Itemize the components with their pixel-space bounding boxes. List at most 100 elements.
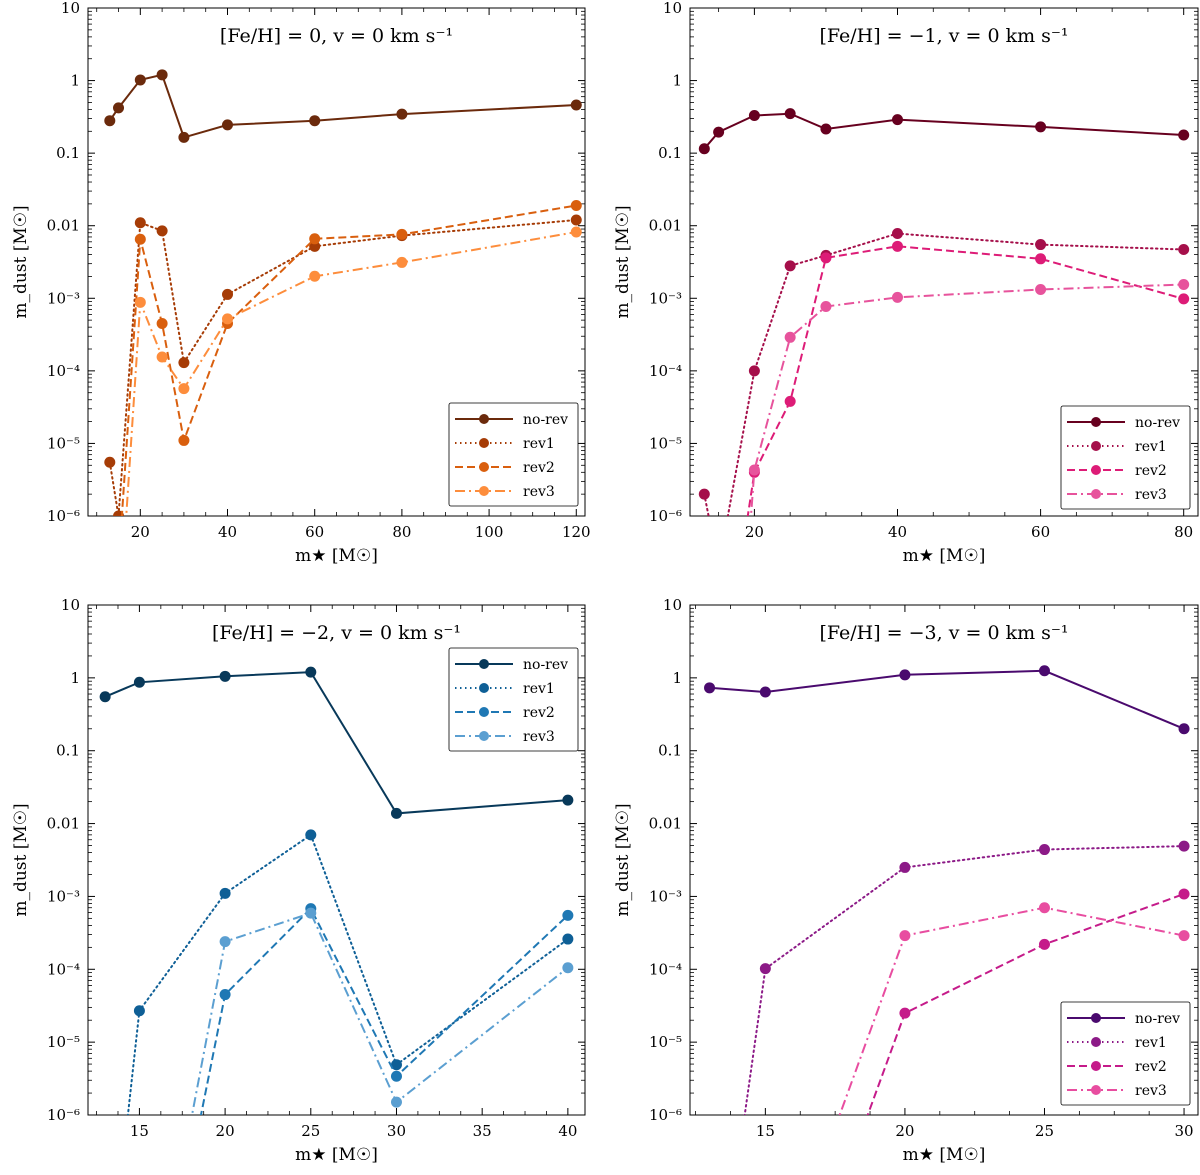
data-point-no-rev <box>134 74 146 86</box>
panel-fe-h-minus-2: 10⁻⁶ 10⁻⁵ 10⁻⁴ 10⁻³ 0.01 0.1 1 10 15 20 25 30 35 40 m★… <box>11 596 586 1165</box>
y-tick-label: 10⁻⁶ <box>47 507 80 525</box>
data-point-rev3 <box>219 936 231 948</box>
series-line-rev1 <box>703 232 1185 516</box>
data-point-rev3 <box>178 383 190 395</box>
legend-label: rev3 <box>1135 487 1167 503</box>
x-tick-label: 35 <box>473 1122 492 1140</box>
data-point-rev1 <box>134 217 146 229</box>
x-tick-label: 25 <box>1035 1122 1054 1140</box>
y-tick-label: 10⁻⁴ <box>649 960 682 978</box>
data-point-no-rev <box>713 126 725 138</box>
data-point-rev2 <box>891 240 903 252</box>
legend-marker-rev3 <box>1091 1085 1101 1095</box>
y-axis-label: m_dust [M☉] <box>11 803 31 916</box>
x-tick-label: 20 <box>216 1122 235 1140</box>
legend-box <box>448 402 579 507</box>
x-tick-label: 30 <box>1174 1122 1193 1140</box>
data-point-no-rev <box>99 691 111 703</box>
legend-label: no-rev <box>1135 415 1180 431</box>
legend-label: rev2 <box>523 460 555 476</box>
legend-label: rev1 <box>1135 439 1167 455</box>
y-tick-label: 10⁻⁵ <box>649 1033 682 1051</box>
x-tick-label: 40 <box>558 1122 577 1140</box>
x-tick-label: 30 <box>387 1122 406 1140</box>
legend-marker-rev2 <box>479 707 489 717</box>
series-line-no-rev <box>104 671 568 815</box>
x-axis-label: m★ [M☉] <box>903 546 986 566</box>
panel-fe-h-0: 10⁻⁶ 10⁻⁵ 10⁻⁴ 10⁻³ 0.01 0.1 1 10 20 40 60 80 100 120… <box>11 0 591 566</box>
data-point-rev3 <box>1038 902 1050 914</box>
data-point-rev3 <box>1178 278 1190 290</box>
data-point-no-rev <box>1178 129 1190 141</box>
x-tick-label: 120 <box>562 523 591 541</box>
data-point-rev2 <box>562 909 574 921</box>
panel-fe-h-minus-3: 10⁻⁶ 10⁻⁵ 10⁻⁴ 10⁻³ 0.01 0.1 1 10 15 20 25 30 m★ [M☉… <box>613 596 1199 1165</box>
data-point-rev1 <box>222 288 234 300</box>
data-point-rev3 <box>305 907 317 919</box>
x-tick-label: 25 <box>301 1122 320 1140</box>
legend: no-rev rev1 rev2 rev3 <box>1060 1001 1191 1106</box>
data-point-rev1 <box>133 1005 145 1017</box>
x-tick-label: 80 <box>392 523 411 541</box>
legend-marker-rev1 <box>479 683 489 693</box>
data-point-rev1 <box>305 829 317 841</box>
x-tick-label: 20 <box>745 523 764 541</box>
data-point-rev2 <box>820 252 832 264</box>
y-tick-label: 10⁻⁶ <box>649 1106 682 1124</box>
y-tick-label: 10 <box>61 596 80 614</box>
data-point-no-rev <box>570 99 582 111</box>
legend-box <box>1060 405 1191 510</box>
data-point-rev2 <box>784 395 796 407</box>
data-point-rev3 <box>309 270 321 282</box>
data-point-rev3 <box>1178 930 1190 942</box>
x-axis-label: m★ [M☉] <box>903 1145 986 1165</box>
series-line-rev2 <box>199 906 569 1115</box>
panel-title: [Fe/H] = −2, v = 0 km s⁻¹ <box>212 622 461 644</box>
data-point-no-rev <box>1038 665 1050 677</box>
data-point-rev1 <box>891 228 903 240</box>
data-point-rev2 <box>570 199 582 211</box>
legend-marker-rev1 <box>479 438 489 448</box>
legend-label: rev1 <box>1135 1035 1167 1051</box>
data-point-rev1 <box>570 214 582 226</box>
x-tick-label: 15 <box>130 1122 149 1140</box>
y-tick-label: 0.01 <box>649 815 682 833</box>
y-tick-label: 10⁻³ <box>649 289 682 307</box>
data-point-rev3 <box>396 256 408 268</box>
data-point-rev1 <box>1178 840 1190 852</box>
y-tick-label: 1 <box>70 72 80 90</box>
data-point-rev3 <box>390 1096 402 1108</box>
legend-marker-rev2 <box>479 462 489 472</box>
data-point-rev2 <box>219 989 231 1001</box>
series-group <box>704 665 1190 1115</box>
data-point-no-rev <box>784 108 796 120</box>
data-point-rev1 <box>390 1059 402 1071</box>
data-point-rev3 <box>570 226 582 238</box>
y-tick-label: 0.1 <box>56 144 80 162</box>
legend-label: rev1 <box>523 436 555 452</box>
series-line-rev2 <box>866 893 1185 1115</box>
data-point-rev3 <box>784 331 796 343</box>
y-tick-label: 1 <box>70 669 80 687</box>
data-point-no-rev <box>1035 121 1047 133</box>
legend-marker-rev1 <box>1091 441 1101 451</box>
y-axis-label: m_dust [M☉] <box>613 803 633 916</box>
y-tick-label: 10⁻⁶ <box>649 507 682 525</box>
y-tick-label: 10⁻³ <box>649 887 682 905</box>
data-point-rev3 <box>222 313 234 325</box>
legend-marker-rev2 <box>1091 1061 1101 1071</box>
data-point-rev1 <box>1178 244 1190 256</box>
legend-marker-rev2 <box>1091 465 1101 475</box>
data-point-rev3 <box>156 351 168 363</box>
panel-title: [Fe/H] = −3, v = 0 km s⁻¹ <box>819 622 1068 644</box>
data-point-no-rev <box>178 131 190 143</box>
x-tick-label: 20 <box>895 1122 914 1140</box>
data-point-rev1 <box>219 887 231 899</box>
data-point-no-rev <box>133 676 145 688</box>
data-point-rev1 <box>759 963 771 975</box>
legend-label: no-rev <box>523 412 568 428</box>
legend-marker-no-rev <box>479 659 489 669</box>
plot-frame <box>689 7 1199 517</box>
legend-marker-no-rev <box>1091 417 1101 427</box>
legend-label: rev3 <box>1135 1083 1167 1099</box>
